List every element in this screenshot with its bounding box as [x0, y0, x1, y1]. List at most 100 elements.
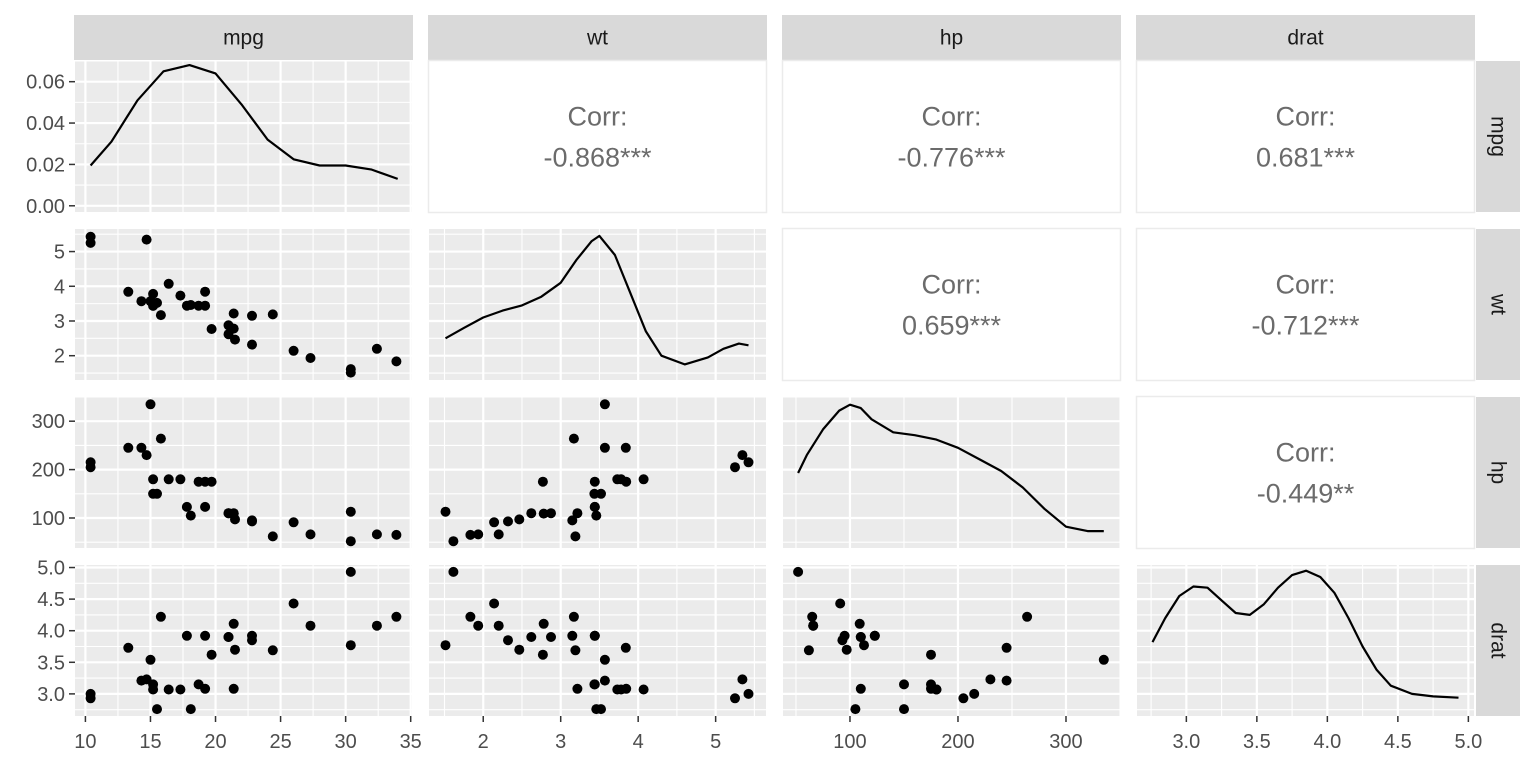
point-hp-wt-6: [599, 442, 610, 453]
point-drat-wt-19: [465, 611, 476, 622]
y-axis-wt: 2 3 4 5: [54, 242, 75, 368]
y-axis-hp: 100 200 300: [32, 411, 75, 530]
point-hp-wt-14: [730, 462, 740, 473]
panel-mpg-mpg: [75, 60, 412, 212]
x-tick-label-drat-4: 5.0: [1454, 731, 1482, 753]
point-wt-mpg-8: [247, 310, 257, 321]
point-wt-mpg-27: [345, 367, 356, 378]
point-drat-mpg-3: [228, 683, 239, 694]
point-drat-wt-8: [567, 630, 578, 641]
x-tick-label-mpg-0: 10: [74, 731, 96, 753]
point-drat-hp-10: [869, 630, 880, 641]
point-hp-wt-26: [489, 517, 500, 528]
y-axis-drat: 3.0 3.5 4.0 4.5 5.0: [37, 558, 75, 706]
point-drat-mpg-25: [305, 620, 316, 631]
x-axis-drat: 3.0 3.5 4.0 4.5 5.0: [1172, 716, 1482, 753]
point-drat-wt-14: [730, 693, 740, 704]
point-hp-wt-2: [503, 516, 513, 527]
point-hp-mpg-25: [305, 529, 316, 540]
panel-hp-drat: Corr: -0.449**: [1135, 395, 1476, 550]
strip-top-hp: hp: [782, 15, 1121, 60]
strip-right-drat: drat: [1476, 565, 1520, 716]
point-hp-wt-1: [546, 508, 556, 519]
y-tick-label-drat-1: 3.5: [37, 652, 65, 674]
x-tick-label-mpg-2: 20: [204, 731, 226, 753]
point-drat-wt-10: [589, 630, 600, 641]
point-wt-mpg-2: [247, 339, 257, 350]
point-hp-wt-0: [526, 508, 537, 519]
point-hp-wt-20: [514, 514, 525, 525]
strip-label-drat: drat: [1287, 27, 1323, 50]
x-tick-label-mpg-3: 25: [269, 731, 291, 753]
point-drat-mpg-17: [371, 620, 382, 631]
point-drat-wt-28: [568, 611, 579, 622]
point-drat-mpg-19: [391, 611, 402, 622]
point-wt-mpg-19: [391, 356, 402, 367]
point-hp-wt-28: [568, 433, 579, 444]
point-wt-mpg-23: [123, 286, 134, 297]
point-hp-wt-11: [638, 474, 649, 485]
point-drat-hp-25: [808, 620, 819, 631]
point-hp-wt-17: [493, 529, 504, 540]
x-tick-label-drat-1: 3.5: [1243, 731, 1271, 753]
point-drat-wt-1: [546, 632, 556, 642]
point-hp-wt-3: [572, 508, 583, 519]
point-wt-mpg-15: [85, 231, 96, 242]
point-hp-wt-16: [737, 450, 748, 461]
point-hp-mpg-23: [123, 442, 134, 453]
panel-drat-mpg: [75, 565, 412, 716]
point-drat-mpg-5: [185, 704, 196, 715]
point-drat-mpg-20: [230, 644, 240, 655]
y-tick-label-drat-3: 4.5: [37, 589, 65, 611]
point-hp-mpg-8: [247, 515, 257, 526]
point-drat-mpg-12: [175, 684, 186, 695]
x-tick-label-hp-1: 200: [941, 731, 974, 753]
point-wt-mpg-20: [230, 334, 240, 345]
x-axis-hp: 100 200 300: [833, 716, 1083, 753]
point-drat-wt-24: [621, 683, 632, 694]
point-hp-wt-29: [537, 476, 548, 487]
corr-value-mpg-hp: -0.776***: [897, 143, 1006, 173]
y-tick-label-drat-4: 5.0: [37, 558, 65, 580]
corr-label-hp-drat: Corr:: [1276, 438, 1336, 468]
point-wt-mpg-31: [228, 323, 239, 334]
point-drat-wt-16: [737, 674, 748, 685]
point-drat-hp-18: [793, 566, 804, 577]
corr-label-wt-hp: Corr:: [922, 270, 982, 300]
point-hp-wt-31: [538, 508, 549, 519]
point-drat-wt-23: [620, 642, 631, 653]
point-drat-wt-20: [514, 644, 525, 655]
strip-right-label-drat: drat: [1487, 622, 1510, 658]
point-hp-mpg-27: [345, 506, 356, 517]
strip-label-hp: hp: [940, 27, 963, 50]
strip-label-wt: wt: [586, 27, 608, 50]
panel-wt-hp: Corr: 0.659***: [781, 227, 1122, 382]
point-drat-hp-29: [926, 649, 936, 660]
point-hp-mpg-29: [206, 476, 217, 487]
point-hp-mpg-26: [288, 517, 299, 528]
point-hp-mpg-30: [145, 399, 156, 410]
point-wt-mpg-9: [200, 300, 211, 311]
x-tick-label-wt-0: 2: [478, 731, 489, 753]
point-drat-hp-28: [1022, 611, 1033, 622]
point-drat-mpg-22: [148, 679, 159, 690]
point-hp-wt-19: [465, 529, 476, 540]
corr-label-mpg-drat: Corr:: [1276, 102, 1336, 132]
point-wt-mpg-6: [136, 296, 147, 307]
y-tick-label-mpg-0: 0.00: [26, 196, 65, 218]
strip-right-label-hp: hp: [1487, 461, 1510, 484]
strip-top-drat: drat: [1136, 15, 1475, 60]
x-tick-label-wt-3: 5: [710, 731, 721, 753]
y-tick-label-hp-1: 200: [32, 460, 65, 482]
x-tick-label-mpg-1: 15: [139, 731, 161, 753]
panel-mpg-wt: Corr: -0.868***: [427, 59, 768, 214]
point-hp-mpg-13: [148, 474, 159, 485]
strip-top-mpg: mpg: [74, 15, 413, 60]
point-drat-mpg-18: [345, 566, 356, 577]
point-drat-hp-7: [803, 645, 814, 656]
point-drat-wt-29: [537, 649, 548, 660]
x-axis-wt: 2 3 4 5: [478, 716, 721, 753]
y-tick-label-drat-0: 3.0: [37, 684, 65, 706]
strip-right-label-wt: wt: [1487, 293, 1510, 315]
x-tick-label-mpg-5: 35: [400, 731, 422, 753]
